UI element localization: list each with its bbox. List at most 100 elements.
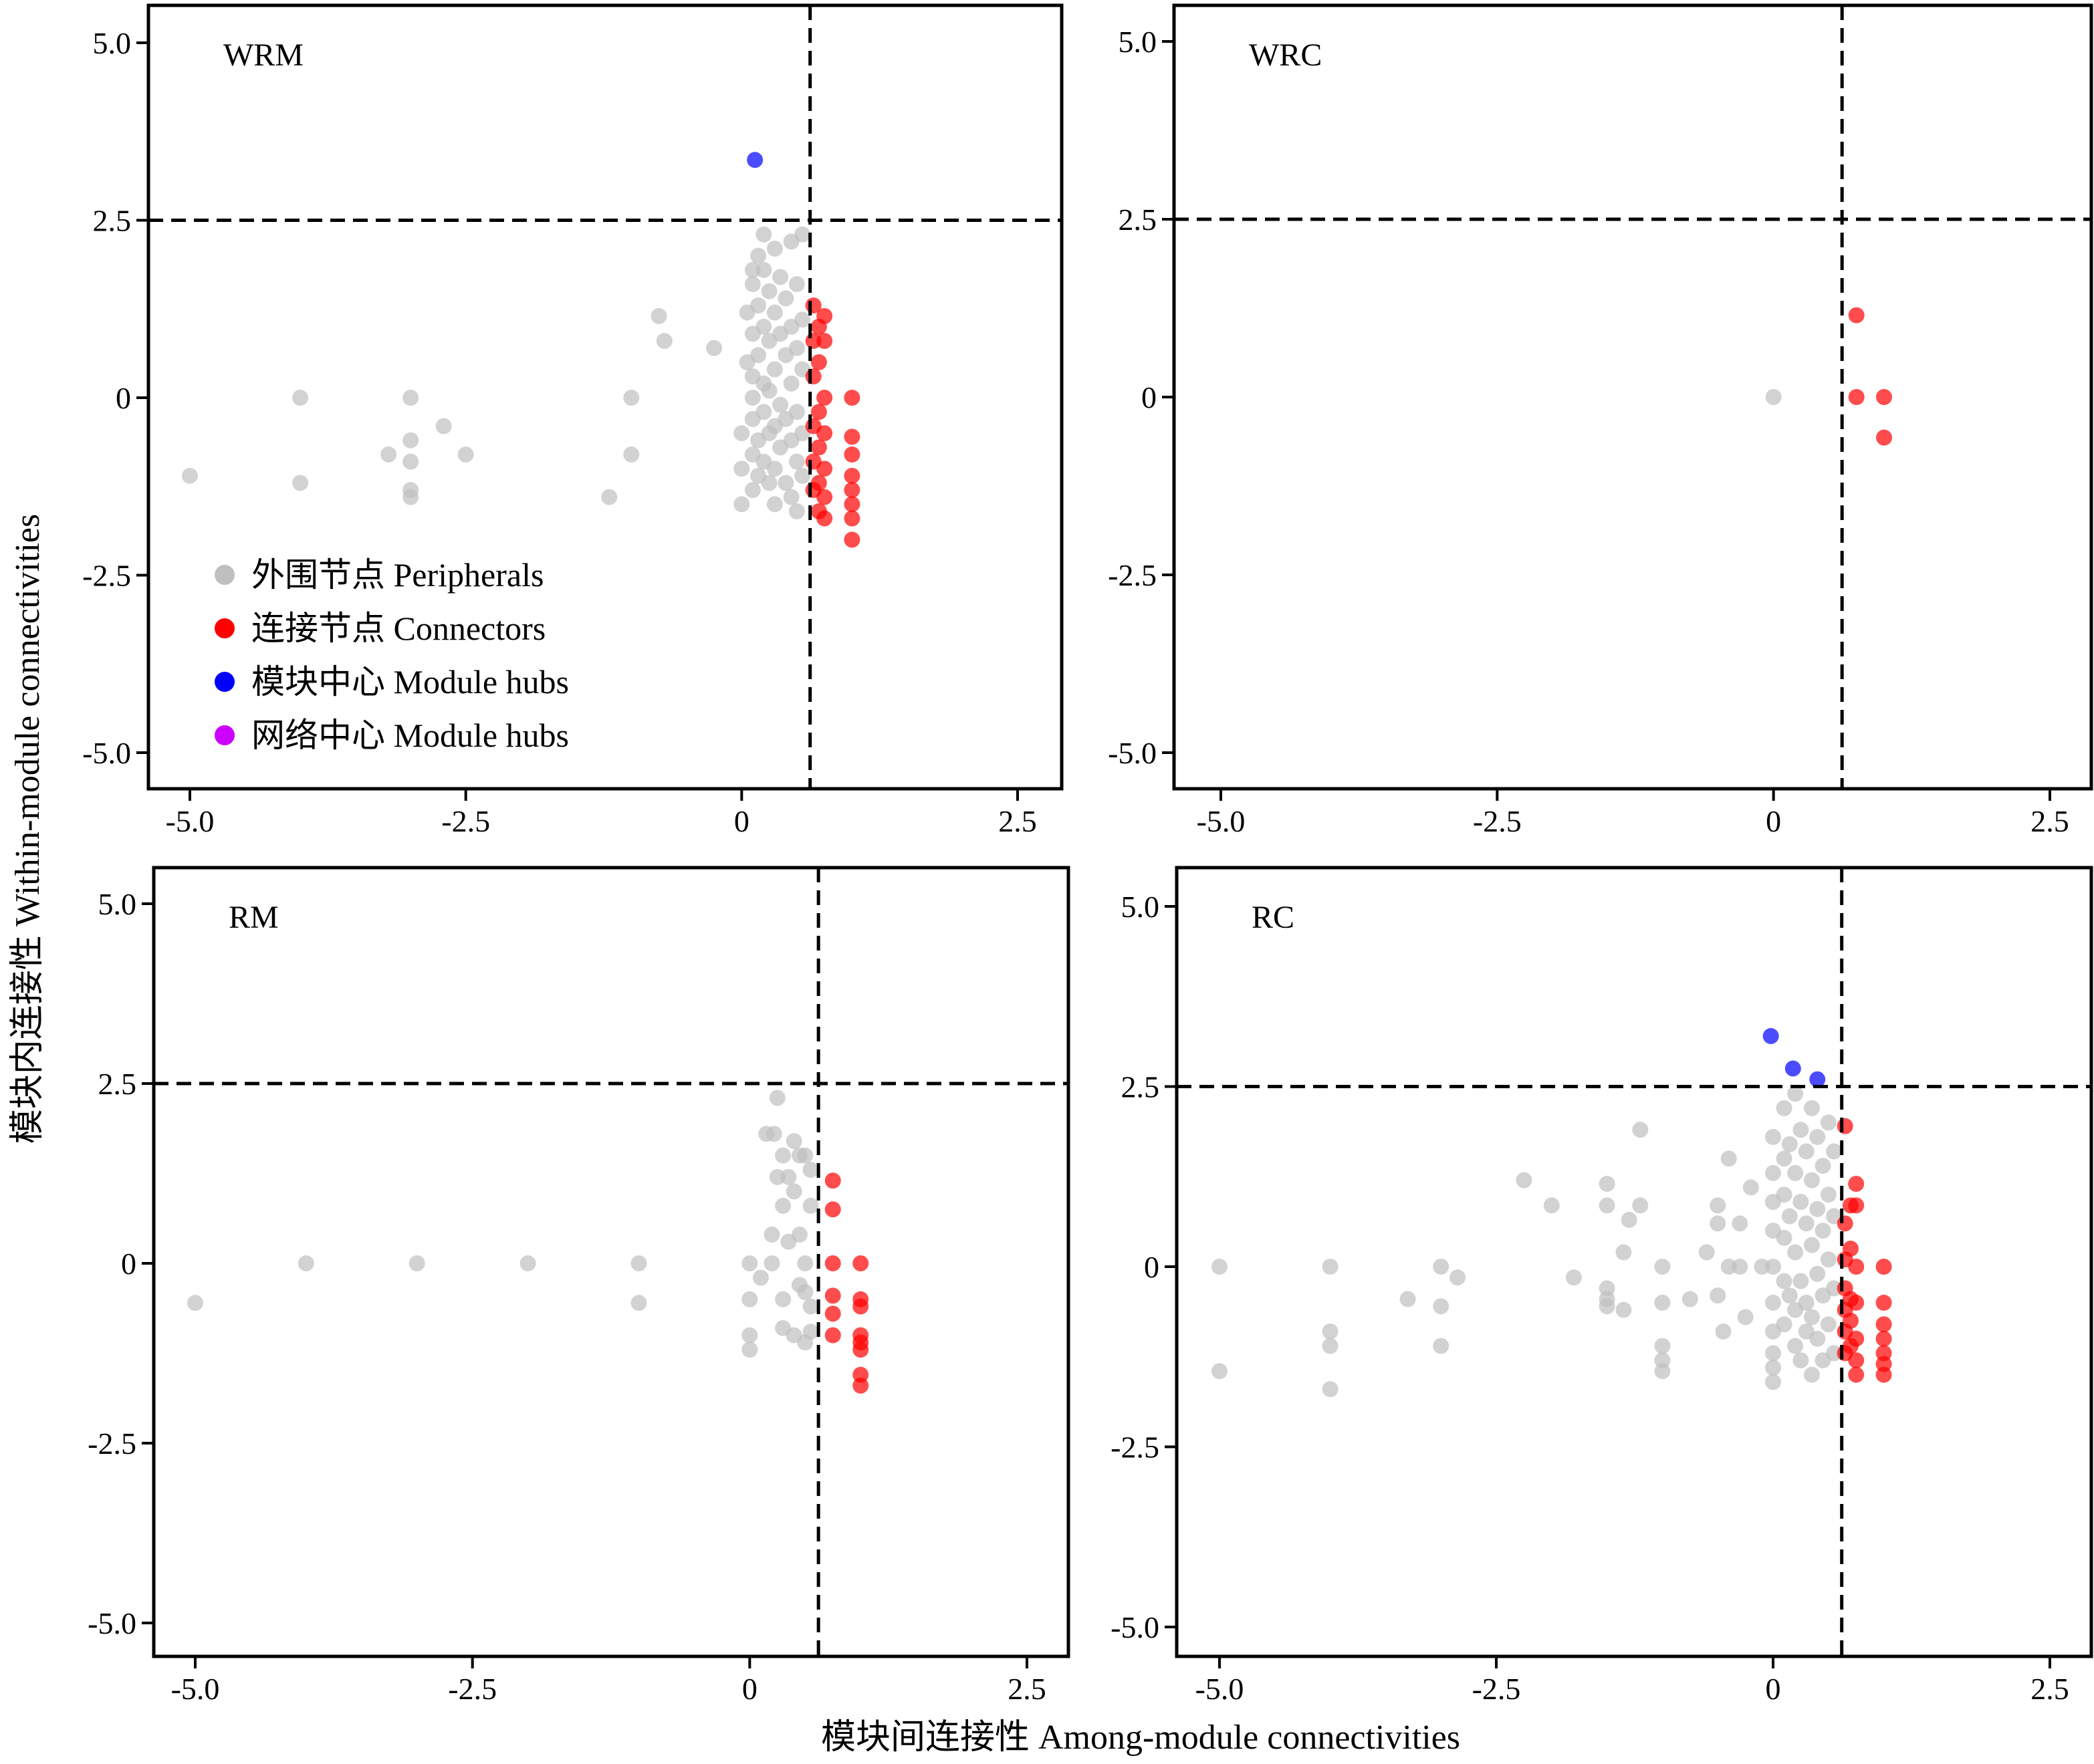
data-point <box>1815 1223 1831 1239</box>
data-point <box>1781 1136 1798 1152</box>
data-point <box>1654 1338 1671 1354</box>
data-point <box>1621 1211 1637 1228</box>
data-point <box>824 1305 841 1322</box>
x-tick-label: 0 <box>1766 1672 1781 1706</box>
data-point <box>1792 1352 1809 1369</box>
data-point <box>852 1377 869 1394</box>
data-point <box>1765 1359 1781 1376</box>
data-point <box>752 1269 769 1286</box>
data-point <box>733 425 750 442</box>
y-tick-label: 5.0 <box>1119 25 1157 59</box>
data-point <box>775 1147 792 1164</box>
panel-label: WRM <box>223 37 304 73</box>
y-tick-label: -5.0 <box>1111 1610 1159 1644</box>
data-point <box>1848 1352 1865 1369</box>
data-point <box>766 304 783 321</box>
data-point <box>852 1255 869 1271</box>
x-tick-label: -5.0 <box>1197 804 1246 838</box>
data-point <box>824 1255 841 1271</box>
data-point <box>1787 1338 1804 1354</box>
data-point <box>519 1255 536 1271</box>
data-point <box>1776 1273 1792 1289</box>
data-point <box>1803 1237 1820 1253</box>
x-tick-label: 0 <box>1766 804 1781 838</box>
data-point <box>1837 1215 1853 1232</box>
data-point <box>780 1168 797 1185</box>
data-point <box>766 1126 782 1142</box>
data-point <box>656 333 673 350</box>
data-point <box>764 1255 780 1271</box>
data-point <box>733 461 750 477</box>
data-point <box>788 503 805 519</box>
data-point <box>1848 307 1865 324</box>
data-point <box>778 475 794 491</box>
data-point <box>824 1201 841 1218</box>
data-point <box>1815 1158 1831 1174</box>
data-point <box>1720 1259 1737 1275</box>
panel-frame <box>1172 3 2093 791</box>
data-point <box>1732 1259 1748 1275</box>
data-point <box>1322 1259 1339 1275</box>
x-tick-label: -5.0 <box>166 804 215 838</box>
data-point <box>1787 1244 1804 1261</box>
data-point <box>810 439 827 456</box>
data-point <box>744 276 761 293</box>
data-point <box>409 1255 425 1271</box>
data-point <box>1809 1071 1826 1088</box>
x-tick-label: -2.5 <box>1472 1672 1521 1706</box>
data-point <box>182 467 198 484</box>
data-point <box>797 1147 814 1164</box>
data-point <box>750 247 767 264</box>
x-tick-label: 2.5 <box>2030 804 2069 838</box>
data-point <box>1875 1294 1892 1311</box>
data-point <box>457 446 474 463</box>
data-point <box>1848 1197 1865 1214</box>
data-point <box>651 307 667 324</box>
data-point <box>1876 429 1892 446</box>
data-point <box>761 283 778 299</box>
data-point <box>844 510 860 527</box>
legend: 外围节点 Peripherals 连接节点 Connectors 模块中心 Modu… <box>215 556 569 754</box>
data-point <box>775 1197 792 1214</box>
data-point <box>1820 1186 1837 1203</box>
y-tick-label: 0 <box>1144 1250 1159 1284</box>
data-point <box>292 390 309 406</box>
data-point <box>1781 1287 1798 1304</box>
data-point <box>755 318 772 335</box>
panel-label: RC <box>1252 900 1294 935</box>
x-tick-label: -2.5 <box>441 804 490 838</box>
data-point <box>797 1284 814 1301</box>
points-group <box>1765 307 1892 446</box>
data-point <box>750 297 767 313</box>
data-point <box>1615 1301 1632 1318</box>
data-point <box>1875 1366 1892 1383</box>
data-point <box>805 368 822 385</box>
data-point <box>1765 1164 1781 1181</box>
y-tick-label: -2.5 <box>88 1426 136 1461</box>
legend-marker <box>215 565 235 585</box>
data-point <box>1654 1363 1671 1380</box>
data-point <box>766 240 783 257</box>
data-point <box>786 1183 802 1200</box>
panel-rc: 5.0 2.5 0 -2.5 -5.0 -5.0 -2.5 0 2.5 RC <box>1111 866 2093 1706</box>
data-point <box>1776 1150 1792 1167</box>
data-point <box>1809 1265 1826 1282</box>
data-point <box>852 1342 869 1358</box>
y-tick-label: 2.5 <box>1121 1070 1160 1104</box>
data-point <box>816 425 833 442</box>
data-point <box>1654 1294 1671 1311</box>
y-tick-label: 0 <box>116 381 131 415</box>
data-point <box>1615 1244 1632 1261</box>
x-tick-label: 2.5 <box>2030 1672 2069 1706</box>
data-point <box>1742 1179 1759 1196</box>
legend-label: 连接节点 Connectors <box>251 610 546 647</box>
x-tick-label: 0 <box>734 804 749 838</box>
y-tick-label: -5.0 <box>82 736 131 770</box>
data-point <box>766 461 783 477</box>
data-point <box>402 432 419 449</box>
data-point <box>1433 1338 1449 1354</box>
y-tick-label: 5.0 <box>98 887 137 921</box>
data-point <box>1848 1330 1865 1347</box>
panel-rm: 5.0 2.5 0 -2.5 -5.0 -5.0 -2.5 0 2.5 RM <box>88 866 1070 1706</box>
data-point <box>1803 1309 1820 1326</box>
